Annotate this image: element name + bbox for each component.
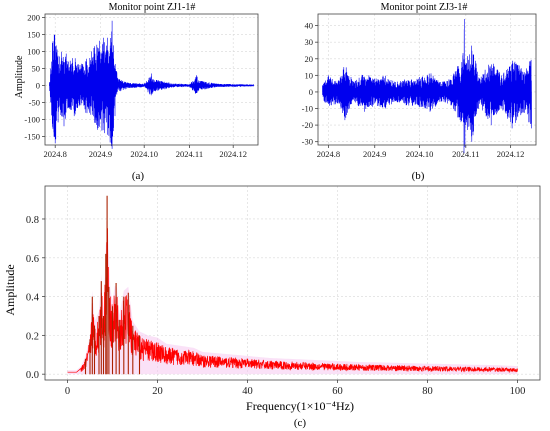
chart-a-ytick-label: 150 <box>27 29 40 39</box>
chart-c: Amplitude Frequency(1×10⁻⁴Hz) (c) 0 20 40 6… <box>3 185 541 429</box>
chart-b-ytick-label: 30 <box>305 37 314 47</box>
chart-b-xtick-label: 2024.9 <box>363 149 386 159</box>
chart-c-xtick-label: 80 <box>422 386 433 397</box>
chart-c-ytick-label: 0.0 <box>26 370 39 381</box>
chart-b-ytick-label: -20 <box>302 120 313 130</box>
chart-a-panel-label: (a) <box>132 170 145 182</box>
chart-c-ytick-label: 0.8 <box>26 215 39 226</box>
chart-a-ytick-label: 200 <box>27 12 40 22</box>
chart-a-plot-frame <box>44 13 259 146</box>
chart-b-ytick-label: 10 <box>305 70 314 80</box>
chart-a-xtick-label: 2024.11 <box>176 149 203 159</box>
chart-b-panel-label: (b) <box>412 170 425 182</box>
chart-b-ytick-label: 40 <box>305 21 314 31</box>
chart-b-ytick-label: 0 <box>309 87 313 97</box>
chart-b-xtick-label: 2024.11 <box>452 149 479 159</box>
chart-c-ytick-label: 0.4 <box>26 293 40 304</box>
chart-c-xtick-label: 60 <box>332 386 343 397</box>
chart-b-ytick-label: -30 <box>302 137 313 147</box>
chart-a-title: Monitor point ZJ1-1# <box>109 2 196 13</box>
chart-c-series-halo <box>67 232 518 375</box>
chart-a-xtick-label: 2024.10 <box>130 149 158 159</box>
chart-c-series-line <box>67 221 518 374</box>
chart-b-plot-frame <box>317 13 537 146</box>
chart-c-peak-lines <box>84 195 141 375</box>
chart-b-xtick-label: 2024.12 <box>497 149 525 159</box>
chart-c-panel-label: (c) <box>294 417 307 429</box>
chart-a-ytick-label: 0 <box>36 80 40 90</box>
chart-a-xtick-label: 2024.9 <box>89 149 112 159</box>
chart-c-xtick-label: 40 <box>242 386 253 397</box>
chart-a-xtick-label: 2024.12 <box>219 149 247 159</box>
chart-a-ylabel: Amplitude <box>14 55 25 98</box>
chart-a: Monitor point ZJ1-1# Amplitude (a) 2024.… <box>14 2 259 182</box>
chart-b-ytick-label: -10 <box>302 104 313 114</box>
chart-c-xtick-label: 20 <box>152 386 163 397</box>
chart-a-ytick-label: 50 <box>32 63 41 73</box>
chart-c-xtick-label: 0 <box>65 386 70 397</box>
chart-c-ytick-label: 0.6 <box>26 254 39 265</box>
chart-a-ytick-label: -50 <box>29 97 40 107</box>
chart-b: Monitor point ZJ3-1# (b) 2024.8 2024.9 202… <box>302 2 537 182</box>
chart-a-ytick-label: 100 <box>27 46 40 56</box>
chart-b-xtick-label: 2024.8 <box>317 149 340 159</box>
chart-a-xtick-label: 2024.8 <box>44 149 67 159</box>
chart-c-ylabel: Amplitude <box>3 264 17 315</box>
chart-a-ytick-label: -150 <box>24 131 40 141</box>
chart-c-xlabel: Frequency(1×10⁻⁴Hz) <box>246 399 354 413</box>
chart-a-series-line <box>49 20 254 149</box>
chart-c-ytick-label: 0.2 <box>26 331 39 342</box>
chart-b-xtick-label: 2024.10 <box>406 149 434 159</box>
chart-b-title: Monitor point ZJ3-1# <box>381 2 468 13</box>
chart-a-ytick-label: -100 <box>24 114 40 124</box>
chart-c-plot-frame <box>44 185 541 381</box>
chart-b-ytick-label: 20 <box>305 54 314 64</box>
chart-c-xtick-label: 100 <box>510 386 526 397</box>
chart-b-series-line <box>322 19 532 154</box>
